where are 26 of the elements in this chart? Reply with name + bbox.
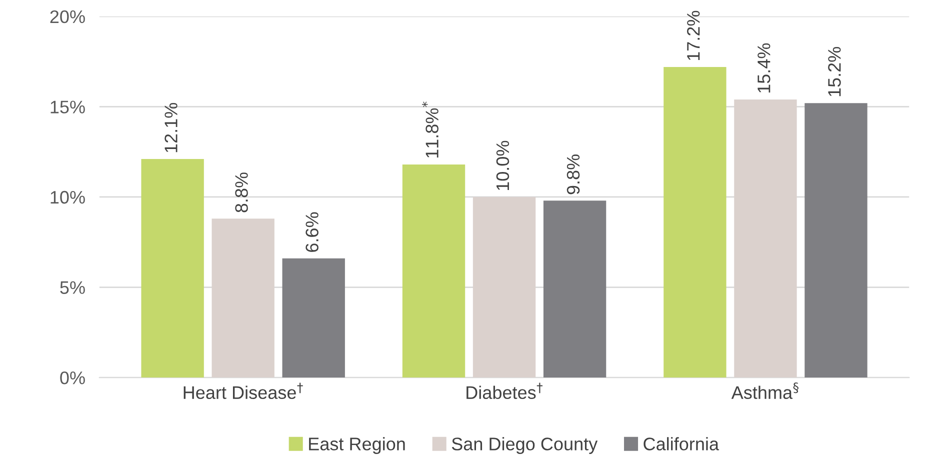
y-tick-label: 10%: [50, 190, 85, 204]
x-tick-label: Diabetes$^{†}$: [466, 382, 542, 400]
data-label: 8.8%: [235, 172, 248, 212]
legend-label: California: [644, 437, 720, 450]
bar: [141, 159, 204, 378]
data-label: 17.2%: [687, 10, 700, 60]
bar: [543, 200, 606, 378]
data-label: 11.8%$^{*}$: [422, 102, 438, 158]
data-label: 12.1%: [164, 102, 178, 152]
bar: [282, 258, 345, 378]
data-label: 10.0%: [496, 140, 510, 190]
bar: [402, 164, 466, 378]
bar: [664, 66, 726, 378]
y-tick-label: 0%: [60, 371, 85, 384]
legend-label: San Diego County: [452, 437, 598, 454]
x-tick-label: Asthma$^{§}$: [731, 382, 798, 399]
data-label: 15.2%: [828, 46, 841, 96]
y-tick-label: 20%: [50, 10, 85, 24]
data-label: 6.6%: [306, 212, 318, 252]
bar: [804, 103, 868, 378]
legend-label: East Region: [309, 437, 405, 454]
data-label: 15.4%: [758, 43, 770, 93]
y-tick-label: 15%: [50, 100, 85, 114]
x-tick-label: Heart Disease$^{†}$: [184, 382, 303, 400]
data-label: 9.8%: [566, 154, 580, 194]
y-tick-label: 5%: [60, 281, 85, 294]
